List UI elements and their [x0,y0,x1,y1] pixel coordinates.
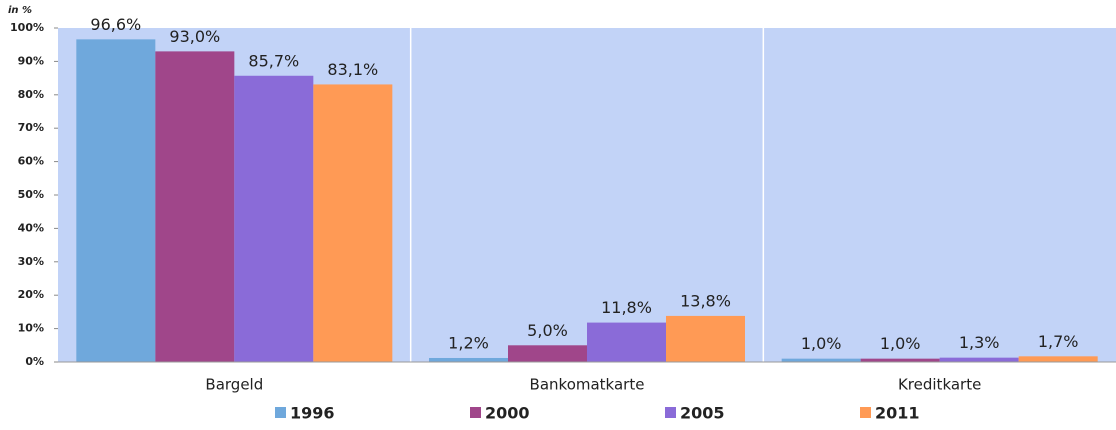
legend-label: 2011 [875,404,920,423]
data-label: 96,6% [90,15,141,34]
data-label: 85,7% [248,51,299,70]
legend-label: 1996 [290,404,335,423]
y-axis-label: in % [8,5,32,16]
bar [860,358,940,362]
data-label: 1,0% [880,334,921,353]
bar [429,357,508,362]
y-tick-label: 100% [10,21,44,34]
legend-swatch [665,407,676,418]
bar [234,75,314,363]
bar [781,358,861,362]
data-label: 11,8% [601,298,652,317]
y-tick-label: 80% [18,88,44,101]
y-tick-label: 30% [18,255,44,268]
data-label: 1,3% [959,333,1000,352]
data-label: 93,0% [169,27,220,46]
bar [313,84,393,363]
bar [508,345,587,362]
bar [666,315,745,362]
data-label: 1,7% [1038,332,1079,351]
data-label: 13,8% [680,291,731,310]
bar [587,322,666,362]
y-tick-label: 60% [18,155,44,168]
y-tick-label: 40% [18,221,44,234]
data-label: 1,0% [801,334,842,353]
y-tick-label: 0% [25,355,44,368]
y-tick-label: 10% [18,322,44,335]
data-label: 1,2% [448,333,489,352]
legend-label: 2005 [680,404,725,423]
legend-label: 2000 [485,404,530,423]
bar [939,357,1019,362]
bar [1018,356,1098,362]
legend-swatch [275,407,286,418]
data-label: 5,0% [527,321,568,340]
y-tick-label: 50% [18,188,44,201]
legend-swatch [860,407,871,418]
bar [155,51,235,362]
bar [76,39,156,363]
y-tick-label: 70% [18,121,44,134]
x-tick-label: Kreditkarte [898,376,981,394]
x-tick-label: Bargeld [205,376,263,394]
y-tick-label: 20% [18,288,44,301]
legend-swatch [470,407,481,418]
data-label: 83,1% [327,60,378,79]
y-tick-label: 90% [18,54,44,67]
x-tick-label: Bankomatkarte [530,376,645,394]
